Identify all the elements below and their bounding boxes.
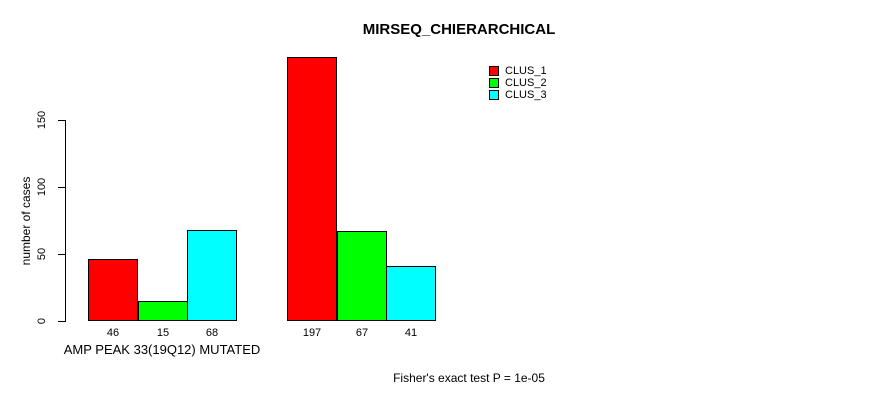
bar-clus_3-group-1 (187, 230, 237, 321)
bar-value-label: 68 (205, 327, 219, 339)
legend-swatch-clus_2 (489, 78, 499, 88)
y-axis-tick-label: 100 (36, 177, 48, 197)
bar-clus_1-group-2 (287, 57, 337, 321)
bar-value-label: 67 (355, 327, 369, 339)
legend: CLUS_1 CLUS_2 CLUS_3 (489, 65, 547, 101)
bar-value-label: 197 (302, 327, 322, 339)
y-axis-tick-label: 0 (36, 317, 48, 325)
legend-label: CLUS_1 (505, 65, 547, 77)
legend-swatch-clus_3 (489, 90, 499, 100)
y-axis-title: number of cases (19, 176, 33, 266)
bar-clus_2-group-1 (138, 301, 188, 321)
legend-label: CLUS_3 (505, 89, 547, 101)
legend-label: CLUS_2 (505, 77, 547, 89)
bar-value-label: 41 (404, 327, 418, 339)
y-axis-line (65, 120, 66, 322)
bar-value-label: 46 (106, 327, 120, 339)
y-axis-tick (58, 120, 65, 121)
y-axis-tick (58, 254, 65, 255)
y-axis-tick (58, 187, 65, 188)
bar-clus_1-group-1 (88, 259, 138, 321)
legend-row-clus_3: CLUS_3 (489, 89, 547, 101)
y-axis-tick-label: 150 (36, 110, 48, 130)
chart-title: MIRSEQ_CHIERARCHICAL (362, 21, 556, 38)
bar-clus_3-group-2 (386, 266, 436, 321)
legend-row-clus_2: CLUS_2 (489, 77, 547, 89)
bar-clus_2-group-2 (337, 231, 387, 321)
legend-row-clus_1: CLUS_1 (489, 65, 547, 77)
bar-value-label: 15 (156, 327, 170, 339)
y-axis-tick-label: 50 (36, 247, 48, 261)
fisher-note: Fisher's exact test P = 1e-05 (393, 371, 545, 385)
y-axis-tick (58, 321, 65, 322)
legend-swatch-clus_1 (489, 66, 499, 76)
group-label: AMP PEAK 33(19Q12) MUTATED (63, 342, 261, 357)
